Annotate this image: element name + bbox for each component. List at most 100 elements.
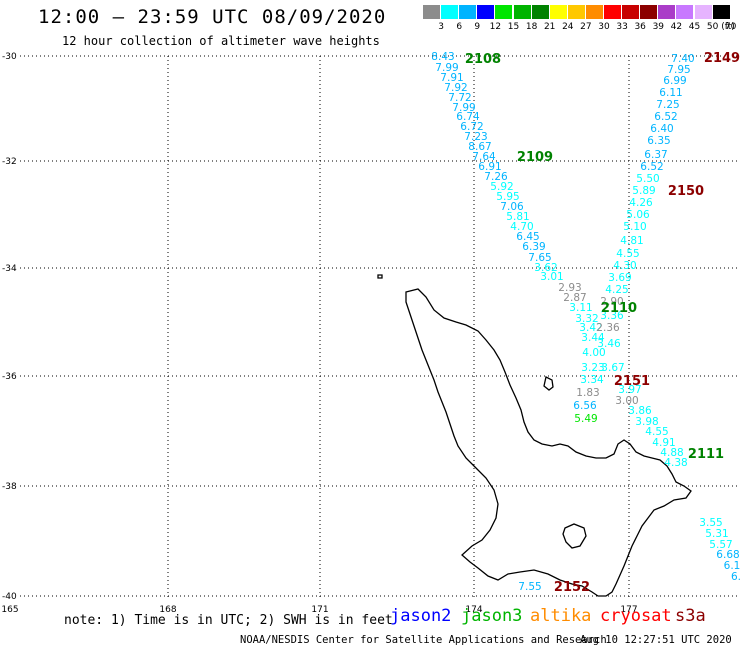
wave-height-label: 4.25: [605, 284, 628, 296]
colorbar-swatch: [640, 5, 658, 19]
wave-height-label: 4.00: [582, 347, 605, 359]
longitude-label: 168: [159, 605, 176, 615]
colorbar-tick-label: 36: [634, 22, 646, 32]
wave-height-label: 3.46: [597, 338, 621, 350]
page-subtitle: 12 hour collection of altimeter wave hei…: [62, 34, 380, 48]
wave-height-label: 5.10: [623, 221, 646, 233]
satellite-jason2: jason2: [390, 606, 452, 626]
colorbar-swatch: [658, 5, 676, 19]
wave-height-label: 5.57: [709, 539, 732, 551]
wave-height-label: 3.23: [581, 362, 604, 374]
wave-height-label: 4.26: [629, 197, 653, 209]
wave-height-label: 7.91: [440, 72, 463, 84]
wave-height-label: 7.40: [671, 53, 694, 65]
wave-height-label: 5.50: [636, 173, 659, 185]
track-number-2108: 2108: [465, 52, 501, 67]
colorbar-tick-label: 9: [474, 22, 481, 32]
wave-height-label: 3.36: [600, 310, 624, 322]
wave-height-label: 4.88: [660, 447, 683, 459]
credit-line: NOAA/NESDIS Center for Satellite Applica…: [240, 634, 607, 646]
colorbar-tick-label: 39: [652, 22, 665, 32]
wave-height-label: 7.55: [518, 581, 541, 593]
track-number-2149: 2149: [704, 51, 740, 66]
colorbar-tick-label: 18: [525, 22, 538, 32]
wave-height-label: 3.98: [635, 416, 658, 428]
wave-height-label: 6.40: [650, 123, 673, 135]
wave-height-label: 6.11: [659, 87, 682, 99]
wave-height-label: 7.26: [484, 171, 508, 183]
colorbar-swatch: [604, 5, 621, 19]
wave-height-label: 2.93: [558, 282, 581, 294]
wave-height-label: 6.39: [522, 241, 545, 253]
wave-height-label: 6.35: [647, 135, 670, 147]
north-island-coast: [405, 288, 692, 597]
wave-height-label: 5.31: [705, 528, 728, 540]
wave-height-label: 3.34: [580, 374, 604, 386]
wave-height-label: 7.92: [444, 82, 467, 94]
wave-height-label: 7.23: [464, 131, 487, 143]
wave-height-label: 3.86: [628, 405, 652, 417]
offshore-islet: [377, 274, 383, 279]
satellite-altika: altika: [530, 606, 592, 626]
wave-height-label: 7.65: [528, 252, 551, 264]
colorbar-tick-label: 21: [543, 22, 556, 32]
colorbar-swatch: [712, 5, 730, 19]
latitude-label: -40: [2, 592, 17, 602]
wave-height-label: 7.25: [656, 99, 679, 111]
wave-height-label: 6.: [731, 571, 740, 583]
colorbar-unit: (ft): [721, 22, 735, 32]
colorbar-tick-label: 70: [724, 22, 737, 32]
latitude-label: -30: [2, 52, 17, 62]
wave-height-label: 7.64: [472, 151, 496, 163]
colorbar-tick-label: 42: [670, 22, 683, 32]
wave-height-label: 6.72: [460, 121, 483, 133]
wave-height-label: 3.69: [608, 272, 631, 284]
colorbar-swatch: [531, 5, 549, 19]
footer-note: note: 1) Time is in UTC; 2) SWH is in fe…: [64, 613, 393, 628]
wave-height-label: 8.67: [468, 141, 491, 153]
wave-height-label: 5.81: [506, 211, 529, 223]
wave-height-label: 6.45: [516, 231, 539, 243]
track-number-2150: 2150: [668, 184, 704, 199]
wave-height-label: 6.52: [640, 161, 663, 173]
east-cape-islet: [562, 523, 587, 549]
longitude-label: 171: [311, 605, 328, 615]
wave-height-label: 6.37: [644, 149, 667, 161]
wave-height-label: 5.92: [490, 181, 513, 193]
wave-height-label: 2.36: [596, 322, 620, 334]
wave-height-label: 4.91: [652, 437, 675, 449]
colorbar-tick-label: 33: [616, 22, 628, 32]
wave-height-label: 5.95: [496, 191, 519, 203]
colorbar-swatch: [585, 5, 603, 19]
colorbar-tick-label: 27: [580, 22, 592, 32]
wave-height-label: 7.06: [500, 201, 524, 213]
wave-height-label: 7.99: [452, 102, 475, 114]
colorbar-swatch: [441, 5, 459, 19]
longitude-label: 174: [465, 605, 482, 615]
track-number-2152: 2152: [554, 580, 590, 595]
satellite-s3a: s3a: [675, 606, 706, 626]
wave-height-label: 6.74: [456, 111, 480, 123]
colorbar-tick-label: 15: [507, 22, 520, 32]
colorbar-swatch: [495, 5, 513, 19]
new-zealand-coastline: [377, 274, 692, 597]
colorbar-swatch: [694, 5, 712, 19]
wave-height-label: 4.38: [664, 457, 687, 469]
longitude-label: 165: [1, 605, 18, 615]
colorbar-swatch: [622, 5, 640, 19]
colorbar-swatch: [423, 5, 440, 19]
orbit-track-labels: 2108 2109 2110 2111 2149 2150 2151 2152: [465, 51, 740, 595]
colorbar-tick-label: 12: [489, 22, 502, 32]
track-number-2111: 2111: [688, 447, 724, 462]
wave-height-label: 8.43: [431, 51, 454, 63]
colorbar-tick-label: 30: [598, 22, 610, 32]
longitude-label: 177: [620, 605, 637, 615]
latitude-label: -32: [2, 157, 17, 167]
colorbar-swatch: [513, 5, 531, 19]
wave-height-label: 7.99: [435, 62, 458, 74]
wave-height-label: 3.44: [581, 332, 605, 344]
wave-height-label: 2.87: [563, 292, 586, 304]
satellite-cryosat: cryosat: [600, 606, 672, 626]
latitude-label: -38: [2, 482, 17, 492]
